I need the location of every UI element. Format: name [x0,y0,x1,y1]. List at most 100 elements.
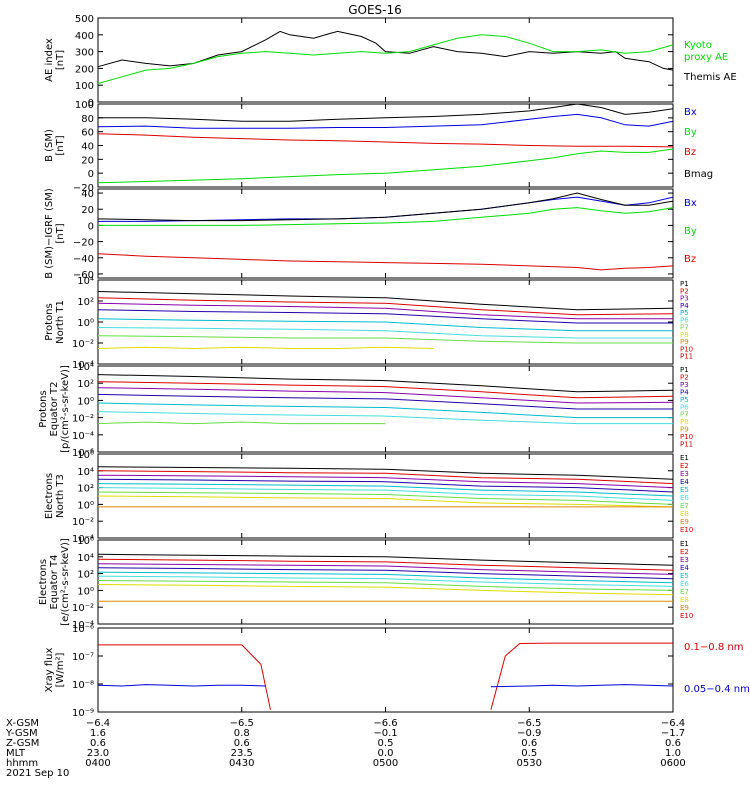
y-tick-label: 10⁴ [77,467,94,478]
y-tick-label: 10⁶ [77,536,94,547]
series-line [97,478,674,493]
legend-entry: E3 [680,470,689,478]
series-line [97,411,673,425]
series-line [97,393,673,410]
y-tick-label: 400 [75,31,94,42]
legend-entry: P1 [680,366,689,374]
legend-entry: E5 [680,486,689,494]
legend-entry: E5 [680,572,689,580]
series-line [97,495,674,508]
series-line [97,34,674,84]
series-line [97,309,673,324]
legend-entry: E8 [680,510,689,518]
y-tick-label: 10⁻⁷ [72,652,94,663]
x-axis-value: −6.5 [230,718,254,729]
y-tick-label: 10⁻⁴ [72,360,94,371]
x-axis-value: −6.5 [517,718,541,729]
y-tick-label: 10² [77,570,94,581]
legend-entry: E7 [680,502,689,510]
y-tick-label: 10⁻⁶ [72,448,94,459]
legend-entry: E9 [680,604,689,612]
y-tick-label: 500 [75,14,94,25]
series-line [97,30,674,71]
y-axis-label: ElectronsNorth T3 [44,473,66,519]
series-line [97,563,674,575]
y-tick-label: 10⁻⁶ [72,624,94,635]
series-line [97,487,674,501]
y-tick-label: 10⁴ [77,362,94,373]
y-axis-label: Xray flux[W/m²] [44,648,66,693]
y-tick-label: 10⁻⁴ [72,431,94,442]
series-line [97,335,673,344]
panel-eeq: 10⁻⁴ 10⁻² 10⁰ 10² 10⁴ 10⁶ ElectronsEquator T4[… [38,536,693,631]
legend-entry: E3 [680,556,689,564]
x-axis-row-label: X-GSM [6,718,39,729]
legend-entry: P2 [680,287,689,295]
legend-entry: P1 [680,280,689,288]
series-line [97,558,674,571]
legend-entry: P2 [680,373,689,381]
y-tick-label: 10² [77,484,94,495]
legend-entry: P11 [680,441,693,449]
y-axis-label: B (SM)[nT] [44,129,66,162]
y-tick-label: 10⁻⁸ [72,680,94,691]
series-line [97,291,674,311]
x-axis-value: 0.6 [665,738,681,749]
series-line [97,421,386,425]
legend-entry: 0.05−0.4 nm [684,684,750,695]
series-line [97,374,674,393]
y-tick-label: −20 [73,183,94,194]
x-axis-value: −6.4 [661,718,685,729]
x-axis-value: −1.7 [661,728,685,739]
series-line [490,642,673,710]
legend-entry: E10 [680,612,693,620]
y-tick-label: 0 [88,169,94,180]
legend-entry: P5 [680,309,689,317]
series-line [97,148,674,184]
x-axis-value: 0.6 [90,738,106,749]
legend-entry: E4 [680,478,689,486]
series-line [97,253,674,271]
panel-frame [97,188,674,279]
legend-entry: P9 [680,426,689,434]
legend-entry: P7 [680,411,689,419]
legend-entry: P3 [680,295,689,303]
x-axis-value: 0.6 [521,738,537,749]
panel-peq: 10⁻⁶ 10⁻⁴ 10⁻² 10⁰ 10² 10⁴ ProtonsEquator T2[p… [38,362,693,459]
legend-entry: P4 [680,388,689,396]
x-axis-value: 0.5 [521,748,537,759]
legend-entry: E6 [680,580,689,588]
series-line [97,381,674,399]
series-line [97,584,674,596]
legend-entry: E1 [680,454,689,462]
panel-xray: 10⁻⁹ 10⁻⁸ 10⁻⁷ 10⁻⁶ Xray flux[W/m²] 0.1−0.8 n… [44,624,750,719]
series-line [97,567,674,580]
series-line [97,474,674,489]
legend-entry: 0.1−0.8 nm [684,642,743,653]
legend-entry: By [684,226,697,237]
series-line [97,575,674,587]
x-axis-value: 1.6 [90,728,106,739]
legend-entry: P7 [680,324,689,332]
y-tick-label: 10⁴ [77,553,94,564]
x-axis-value: 0.0 [378,748,394,759]
panel-frame [97,539,674,625]
y-axis-label: ElectronsEquator T4[e/(cm²-s-sr-keV)] [38,538,71,626]
series-line [97,470,674,485]
series-line [97,133,674,148]
x-axis-row-label: hhmm [6,758,38,769]
x-axis-value: 23.5 [231,748,253,759]
y-tick-label: 20 [81,205,94,216]
x-axis-value: 0400 [85,758,110,769]
y-tick-label: −60 [73,270,94,281]
x-axis-value: 0430 [229,758,254,769]
y-tick-label: 10⁻² [72,339,94,350]
legend-entry: P8 [680,418,689,426]
y-tick-label: 10⁻² [72,517,94,528]
figure-title: GOES-16 [348,3,402,17]
y-tick-label: 10⁰ [77,586,94,597]
series-line [97,297,674,316]
